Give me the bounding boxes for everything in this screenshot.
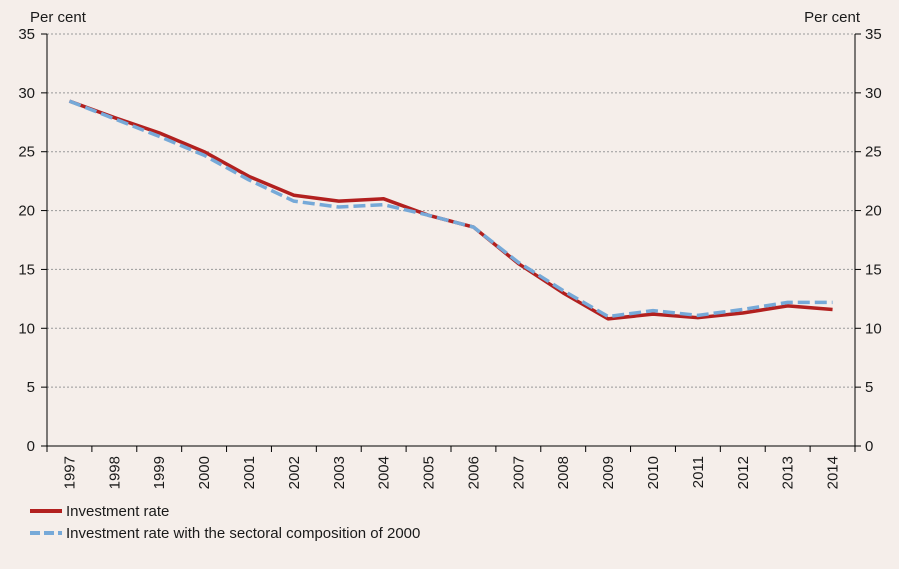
x-tick-label: 1999 [151,456,168,489]
x-tick-label: 2014 [825,456,842,489]
x-tick-label: 2009 [600,456,617,489]
x-tick-label: 2000 [196,456,213,489]
y-tick-label: 15 [18,261,35,278]
x-tick-label: 1998 [106,456,123,489]
x-tick-label: 2001 [241,456,258,489]
y2-tick-label: 10 [865,320,882,337]
y-tick-label: 30 [18,85,35,102]
x-tick-label: 2007 [510,456,527,489]
x-tick-label: 2013 [780,456,797,489]
y2-tick-label: 35 [865,26,882,43]
y-axis-label: Per cent [30,9,87,26]
y2-tick-label: 5 [865,379,873,396]
x-tick-label: 2012 [735,456,752,489]
x-tick-label: 2011 [690,456,707,488]
x-tick-label: 2006 [465,456,482,489]
x-tick-label: 2003 [331,456,348,489]
y-tick-label: 25 [18,144,35,161]
y2-tick-label: 15 [865,261,882,278]
y-tick-label: 0 [27,438,35,455]
y2-tick-label: 0 [865,438,873,455]
x-tick-label: 2004 [376,456,393,489]
y2-tick-label: 30 [865,85,882,102]
y-tick-label: 5 [27,379,35,396]
x-tick-label: 2002 [286,456,303,489]
x-tick-label: 1997 [61,456,78,489]
y2-axis-label: Per cent [804,9,861,26]
series-line [68,99,833,319]
x-tick-label: 2008 [555,456,572,489]
y-tick-label: 20 [18,203,35,220]
y-tick-label: 10 [18,320,35,337]
x-tick-label: 2005 [421,456,438,489]
y-tick-label: 35 [18,26,35,43]
y2-tick-label: 25 [865,144,882,161]
series-line [68,99,833,321]
legend-label: Investment rate [66,503,169,520]
legend-label: Investment rate with the sectoral compos… [66,525,420,542]
x-tick-label: 2010 [645,456,662,489]
y2-tick-label: 20 [865,203,882,220]
